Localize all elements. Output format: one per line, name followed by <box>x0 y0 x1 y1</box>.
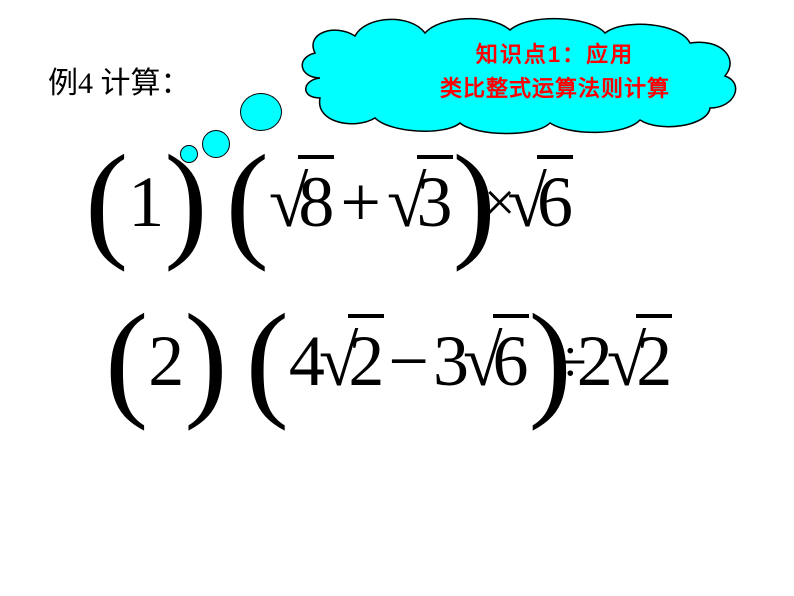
example-label: 例4 计算： <box>48 58 191 102</box>
cloud-line2: 类比整式运算法则计算 <box>400 72 710 106</box>
formula-2: (2) (4√2−3√6)÷2√2 <box>105 314 705 403</box>
divide-op: ÷ <box>554 329 587 395</box>
cloud-callout: 知识点1：应用 类比整式运算法则计算 <box>280 8 750 143</box>
formula-number-2: 2 <box>148 321 184 401</box>
sqrt-3: √3 <box>387 155 453 244</box>
sqrt-2c: √2 <box>607 314 673 403</box>
formula-area: (1) (√8+√3)×√6 (2) (4√2−3√6)÷2√2 <box>85 155 705 403</box>
plus-op: + <box>340 161 381 244</box>
cloud-bubble-large <box>240 93 282 131</box>
sqrt-8: √8 <box>269 155 335 244</box>
cloud-line1: 知识点1：应用 <box>400 38 710 72</box>
sqrt-6: √6 <box>507 155 573 244</box>
sqrt-2a: √2 <box>319 314 385 403</box>
cloud-text: 知识点1：应用 类比整式运算法则计算 <box>400 38 710 106</box>
sqrt-6b: √6 <box>463 314 529 403</box>
formula-number-1: 1 <box>128 162 164 242</box>
minus-op: − <box>388 320 429 403</box>
formula-1: (1) (√8+√3)×√6 <box>85 155 705 244</box>
